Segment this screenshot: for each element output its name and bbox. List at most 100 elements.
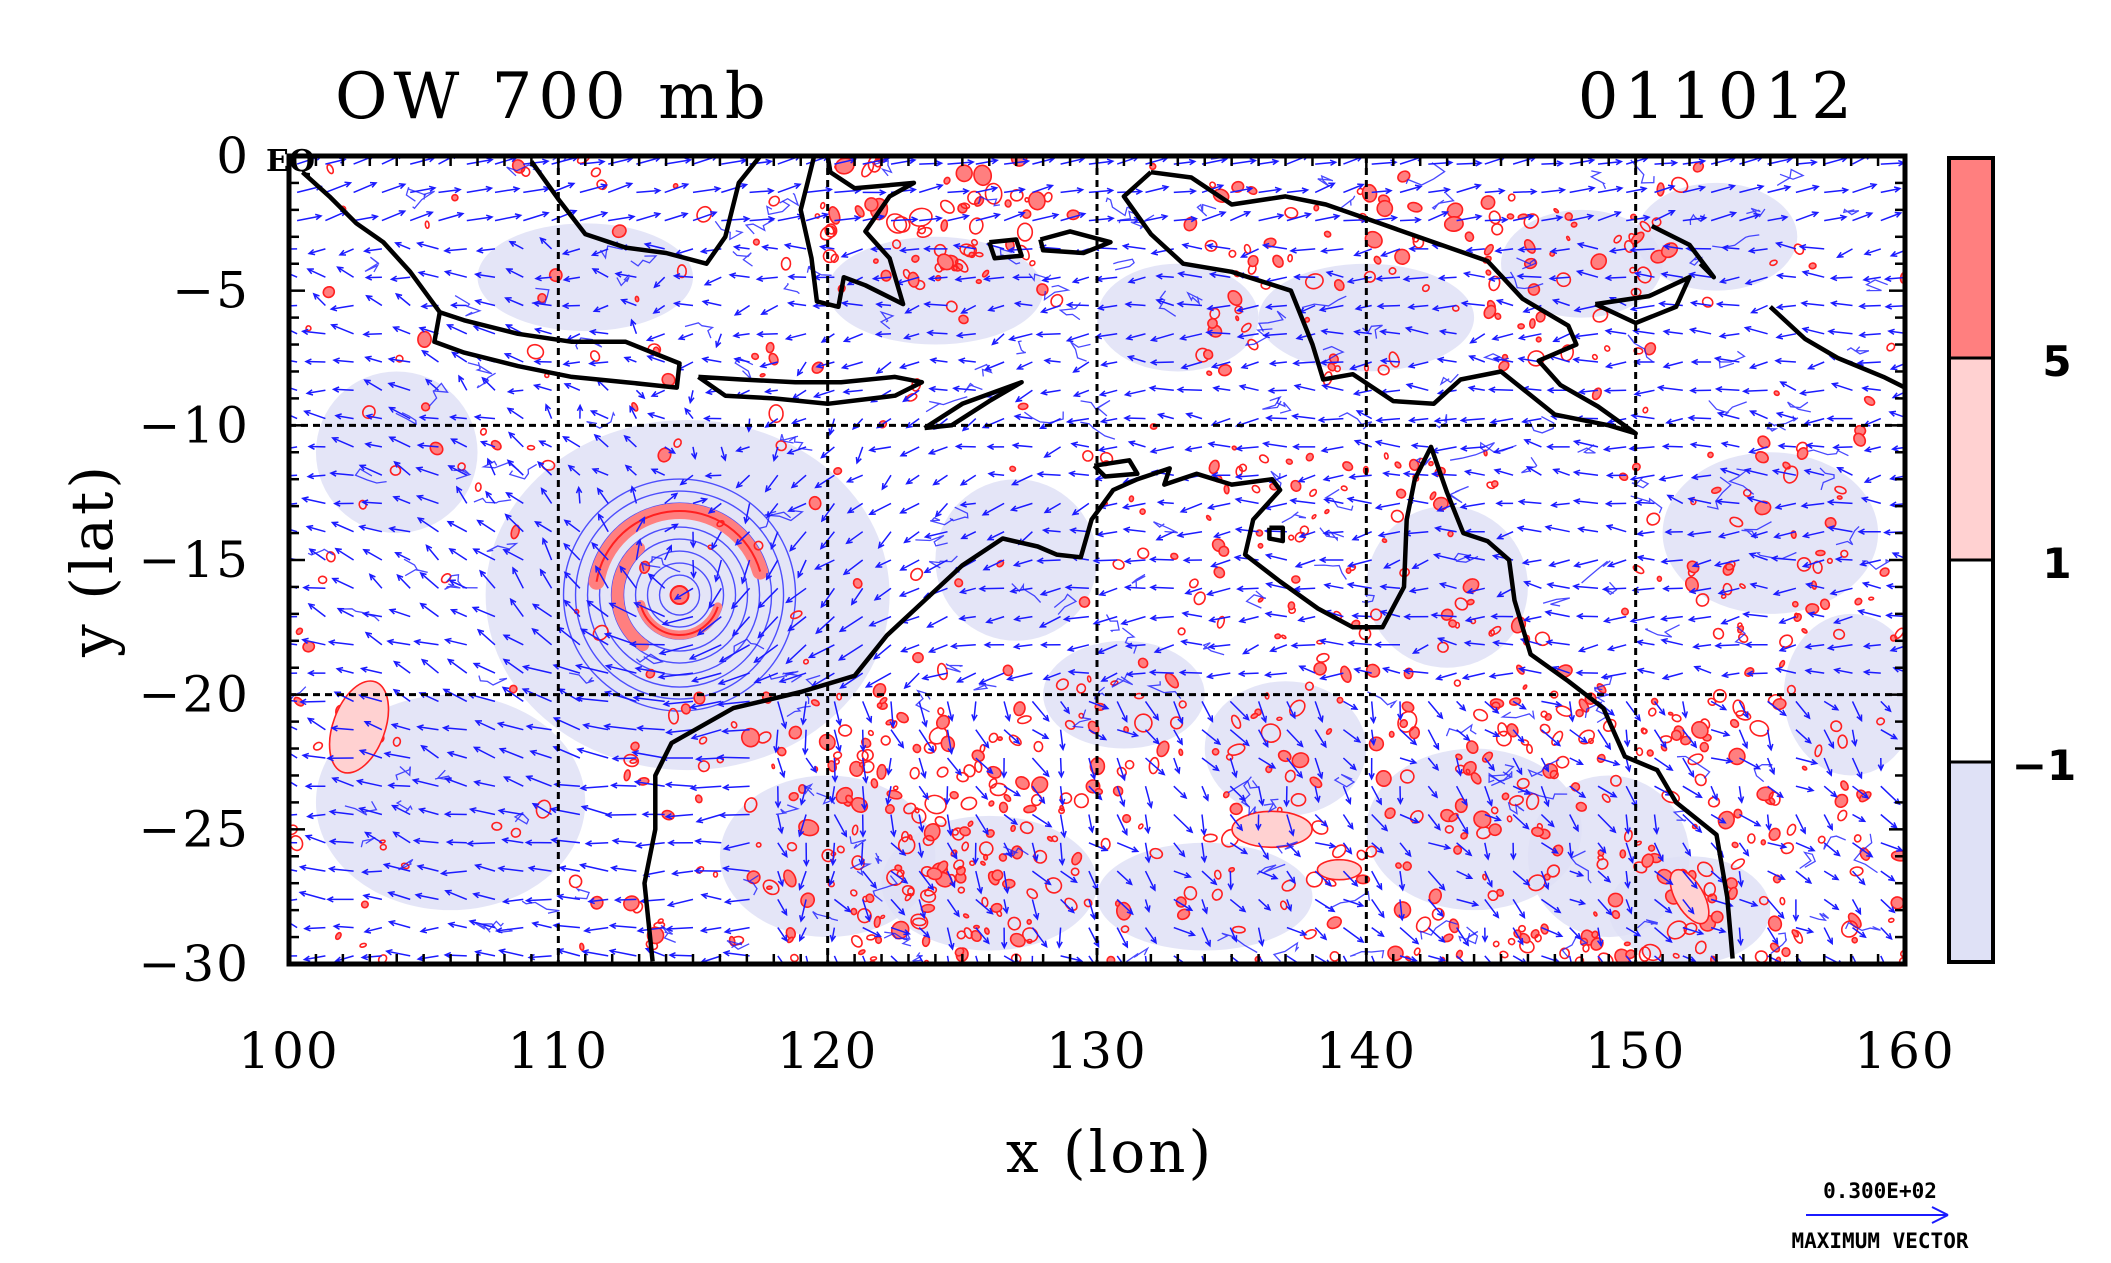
wind-vector: [446, 520, 468, 533]
wind-vector: [442, 688, 468, 703]
positive-ow-blob: [568, 874, 583, 889]
wind-vector: [818, 244, 835, 251]
negative-ow-contour: [474, 920, 504, 931]
positive-ow-blob: [1623, 941, 1631, 947]
wind-vector: [1006, 672, 1033, 682]
wind-vector: [784, 333, 807, 341]
wind-vector: [1000, 757, 1008, 779]
wind-vector: [1320, 247, 1344, 254]
positive-ow-blob: [1002, 664, 1014, 677]
wind-vector: [381, 210, 407, 222]
wind-vector: [355, 778, 383, 787]
wind-vector: [1009, 587, 1033, 594]
wind-vector: [1298, 665, 1316, 674]
wind-vector: [859, 729, 867, 753]
wind-vector: [562, 360, 581, 367]
wind-vector: [986, 531, 1005, 541]
wind-vector: [1229, 814, 1244, 832]
wind-vector: [1173, 813, 1194, 834]
positive-ow-blob: [1257, 597, 1264, 603]
wind-vector: [1318, 304, 1344, 313]
wind-vector: [331, 577, 354, 589]
positive-ow-blob: [1007, 916, 1022, 931]
wind-vector: [975, 185, 999, 194]
wind-vector: [1436, 356, 1457, 364]
wind-vector: [1064, 584, 1089, 591]
wind-vector: [1283, 786, 1290, 808]
wind-vector: [1909, 871, 1925, 880]
wind-vector: [1459, 416, 1485, 424]
wind-vector: [1459, 502, 1485, 510]
positive-ow-blob: [1717, 810, 1735, 830]
positive-ow-blob: [911, 254, 920, 263]
wind-vector: [1038, 615, 1061, 628]
negative-ow-contour: [1113, 258, 1135, 271]
positive-ow-blob: [1211, 747, 1220, 756]
wind-vector: [303, 409, 326, 420]
wind-vector: [1606, 644, 1627, 652]
wind-vector: [1116, 785, 1126, 808]
wind-vector: [306, 669, 326, 677]
wind-vector: [1036, 471, 1061, 478]
wind-vector: [609, 782, 637, 789]
positive-ow-blob: [1747, 833, 1756, 844]
wind-vector: [861, 757, 869, 784]
wind-vector: [662, 700, 694, 708]
wind-vector: [1408, 587, 1429, 594]
wind-vector: [334, 413, 354, 420]
positive-ow-blob: [1603, 345, 1611, 352]
negative-ow-contour: [928, 555, 958, 569]
wind-vector: [336, 266, 354, 278]
wind-vector: [1399, 757, 1418, 765]
wind-vector: [1399, 955, 1418, 963]
wind-vector: [987, 470, 1005, 478]
wind-vector: [815, 616, 835, 635]
positive-ow-blob: [579, 942, 585, 951]
wind-vector: [1258, 870, 1279, 880]
wind-vector: [472, 548, 496, 561]
wind-vector: [1654, 870, 1674, 886]
negative-ow-contour: [1604, 581, 1618, 596]
wind-vector: [301, 328, 326, 336]
wind-vector: [1654, 159, 1679, 167]
wind-vector: [975, 785, 989, 800]
wind-vector: [1153, 644, 1175, 654]
wind-vector: [1803, 468, 1825, 476]
wind-vector: [1795, 211, 1820, 222]
wind-vector: [590, 248, 609, 257]
wind-vector: [1662, 328, 1683, 336]
positive-ow-blob: [1587, 737, 1595, 745]
positive-ow-blob: [420, 402, 431, 412]
wind-vector: [890, 898, 906, 916]
wind-vector: [652, 304, 666, 314]
negative-ow-contour: [1240, 776, 1252, 808]
wind-vector: [1236, 332, 1259, 340]
wind-vector: [1210, 559, 1231, 568]
positive-ow-blob: [1601, 793, 1611, 803]
wind-vector: [1569, 870, 1585, 877]
wind-vector: [1342, 785, 1352, 806]
wind-vector: [918, 927, 931, 939]
wind-vector: [1833, 667, 1853, 674]
wind-vector: [446, 324, 468, 335]
wind-vector: [1737, 786, 1745, 804]
wind-vector: [985, 615, 1005, 624]
positive-ow-blob: [1522, 684, 1528, 690]
negative-ow-contour: [1105, 197, 1128, 217]
wind-vector: [1517, 498, 1542, 506]
wind-vector: [1294, 559, 1316, 568]
wind-vector: [1909, 758, 1927, 766]
positive-ow-blob: [359, 942, 368, 948]
positive-ow-blob: [1137, 823, 1144, 830]
negative-ow-contour: [1753, 763, 1773, 783]
wind-vector: [472, 746, 496, 759]
positive-ow-blob: [1086, 675, 1092, 683]
wind-vector: [1652, 814, 1660, 835]
wind-vector: [1348, 473, 1372, 481]
negative-ow-contour: [405, 187, 427, 202]
negative-ow-contour: [1111, 672, 1134, 688]
wind-vector: [1065, 333, 1090, 343]
positive-ow-blob: [1642, 406, 1649, 414]
wind-vector: [443, 637, 467, 646]
negative-ow-contour: [768, 670, 799, 680]
